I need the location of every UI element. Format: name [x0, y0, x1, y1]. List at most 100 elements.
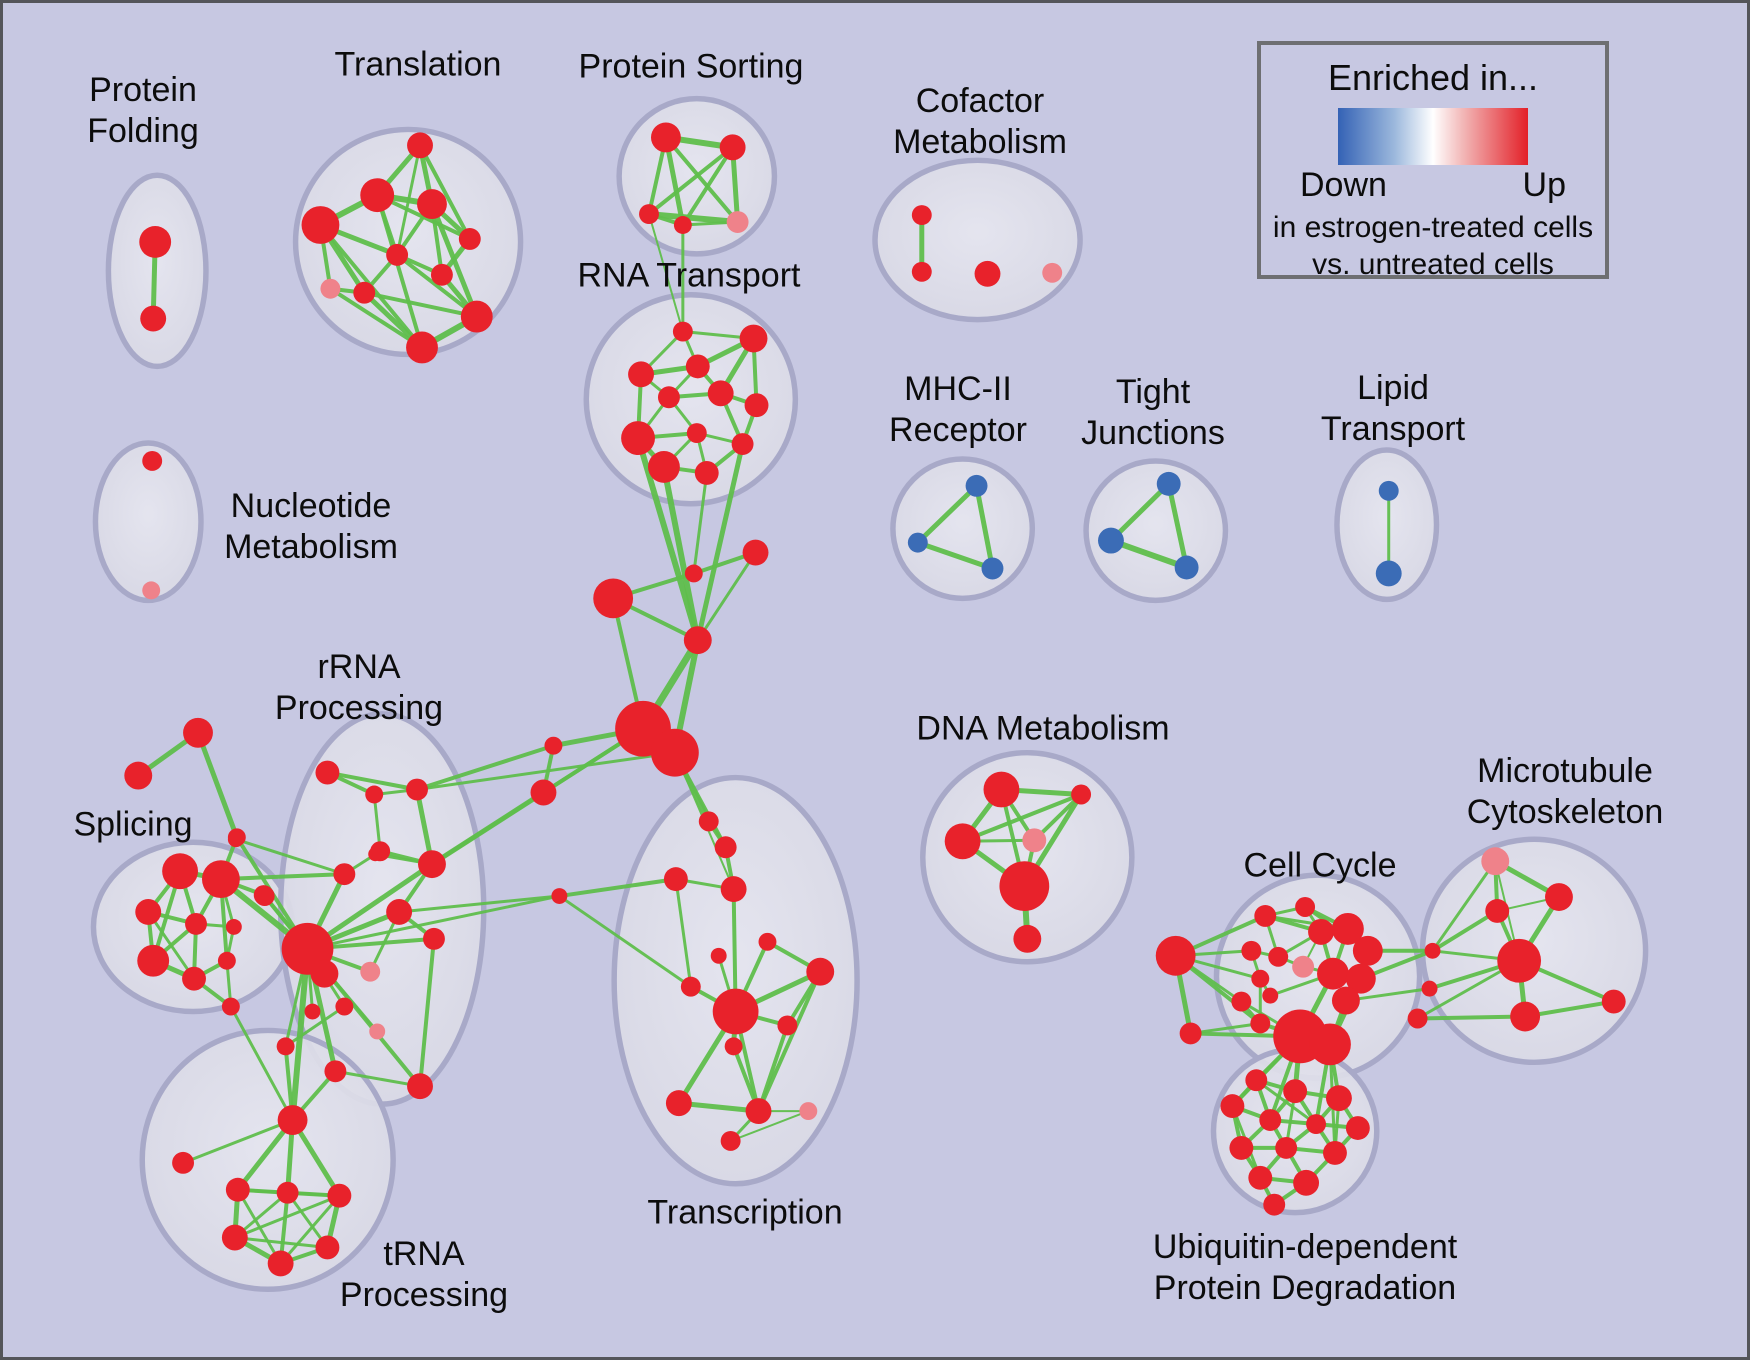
gene-set-node-D0: [544, 736, 563, 755]
gene-set-node-V6: [1345, 1116, 1370, 1140]
gene-set-node-P1: [124, 761, 153, 790]
label-line: Receptor: [889, 411, 1027, 449]
label-line: DNA Metabolism: [916, 709, 1170, 748]
edge-U4-U5: [1523, 999, 1616, 1019]
gene-set-node-T4: [458, 228, 481, 250]
gene-set-node-P0: [183, 717, 213, 748]
gene-set-node-F0: [139, 226, 172, 258]
gene-set-node-T9: [460, 300, 493, 333]
cluster-ellipse-lipid-transport: [1334, 447, 1440, 603]
edge-R7-C3: [635, 435, 701, 644]
gene-set-node-C0: [684, 564, 703, 583]
gene-set-node-Z0: [225, 1177, 250, 1202]
edge-Z2-Z5: [279, 1194, 341, 1265]
gene-set-node-K15: [1345, 963, 1376, 994]
cluster-ellipse-protein-folding: [105, 172, 209, 370]
gene-set-node-U2: [1485, 899, 1510, 923]
gene-set-node-Z5: [267, 1250, 294, 1277]
edge-S1-S2: [647, 145, 735, 217]
gene-set-node-ZI: [172, 1151, 195, 1174]
label-line: Metabolism: [893, 123, 1067, 161]
gene-set-node-R5: [657, 386, 680, 409]
gene-set-node-V7: [1229, 1135, 1254, 1160]
gene-set-node-X13: [799, 1102, 818, 1121]
label-line: Transport: [1320, 410, 1466, 448]
edge-G1-A2: [415, 751, 677, 792]
edge-T0-T4: [418, 143, 472, 241]
gene-set-node-S0: [650, 122, 681, 153]
cluster-label-rna-transport: RNA Transport: [578, 256, 801, 297]
label-line: Nucleotide: [230, 487, 392, 525]
cluster-label-mhc-ii-receptor: MHC-II Receptor: [889, 369, 1027, 451]
node-layer: [124, 122, 1626, 1277]
edge-A0-A2: [325, 770, 420, 792]
cluster-label-transcription: Transcription: [647, 1193, 842, 1234]
cluster-ellipse-cofactor-metabolism: [872, 157, 1083, 323]
gene-set-node-G1: [650, 728, 699, 777]
gene-set-node-X4: [758, 932, 777, 951]
edge-C1-C3: [696, 551, 758, 642]
edge-X13-X14: [729, 1110, 810, 1142]
gene-set-node-X2: [663, 867, 688, 892]
gene-set-node-H0: [965, 474, 988, 497]
gene-set-node-A16: [407, 1073, 433, 1100]
edge-P0-P2: [195, 730, 240, 840]
gene-set-node-Q1: [201, 860, 240, 899]
gene-set-node-V12: [1263, 1193, 1286, 1216]
gene-set-node-Q2: [135, 899, 162, 925]
gene-set-node-K4: [1241, 940, 1262, 961]
gene-set-node-X10: [724, 1037, 743, 1056]
gene-set-node-R10: [648, 451, 680, 483]
edge-D2-A9: [397, 894, 561, 914]
gene-set-node-V1: [1283, 1079, 1308, 1104]
gene-set-node-Q4: [225, 918, 242, 935]
edge-D2-RH: [306, 894, 561, 951]
gene-set-node-A0: [315, 760, 340, 785]
gene-set-node-X12: [745, 1098, 772, 1125]
gene-set-node-K18: [1309, 1023, 1351, 1066]
gene-set-node-X0: [698, 811, 719, 832]
gene-set-node-T8: [353, 281, 376, 304]
edge-R11-C0: [692, 471, 709, 575]
edge-D0-A2: [415, 743, 556, 792]
gene-set-node-X7: [680, 976, 701, 997]
gene-set-node-K8: [1231, 991, 1252, 1012]
gene-set-node-D2: [551, 888, 568, 905]
gene-set-node-E5: [1013, 924, 1042, 953]
edge-T7-T10: [328, 286, 424, 350]
edge-R9-C3: [695, 441, 746, 643]
gene-set-node-H2: [981, 557, 1004, 580]
gene-set-node-K13: [1352, 935, 1383, 966]
gene-set-node-R3: [685, 354, 710, 379]
cluster-ellipse-dna-metabolism: [920, 749, 1135, 965]
label-line: Metabolism: [224, 528, 398, 566]
legend-end-labels: Down Up: [1300, 166, 1566, 205]
gene-set-node-X9: [777, 1015, 798, 1036]
gene-set-node-Z3: [221, 1224, 248, 1251]
gene-set-node-T0: [407, 132, 433, 159]
gene-set-node-V0: [1245, 1069, 1268, 1092]
gene-set-node-Q8: [217, 951, 236, 970]
gene-set-node-X14: [720, 1131, 741, 1151]
label-line: Processing: [274, 689, 444, 727]
gene-set-node-N0: [142, 451, 163, 471]
gene-set-node-K12: [1331, 912, 1364, 945]
label-line: Microtubule: [1477, 752, 1653, 790]
label-line: Processing: [339, 1276, 509, 1314]
edge-D2-X2: [557, 877, 678, 899]
gene-set-node-A4: [333, 863, 356, 886]
gene-set-node-K11: [1308, 918, 1334, 945]
label-line: Folding: [87, 112, 199, 150]
edge-A4-A7: [234, 837, 346, 876]
gene-set-node-R1: [739, 324, 768, 353]
gene-set-node-N1: [142, 581, 161, 600]
gene-set-node-D1: [530, 779, 557, 806]
gene-set-node-X11: [665, 1090, 692, 1117]
gene-set-node-K5: [1268, 946, 1289, 967]
gene-set-node-C2: [593, 578, 634, 619]
edge-J0-J1: [1108, 481, 1172, 544]
label-line: Tight: [1115, 373, 1191, 411]
edge-T1-T10: [375, 193, 424, 350]
gene-set-node-R2: [628, 361, 654, 388]
gene-set-node-Q3: [185, 912, 207, 935]
